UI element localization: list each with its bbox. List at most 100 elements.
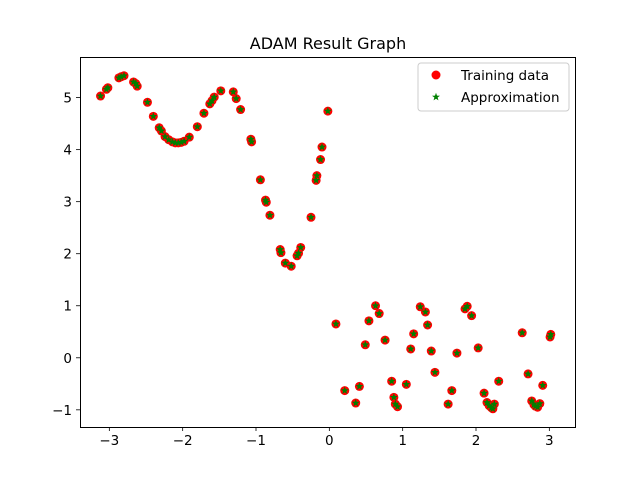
approximation-point — [256, 175, 265, 184]
approximation-point — [351, 398, 360, 407]
y-tick-label: −1 — [52, 403, 72, 419]
x-tick-label: −1 — [246, 433, 266, 449]
legend: Training data Approximation — [417, 62, 570, 112]
approximation-point — [149, 112, 158, 120]
approximation-point — [246, 135, 255, 143]
y-axis: −1 0 1 2 3 4 5 — [52, 91, 80, 419]
approximation-point — [524, 369, 533, 378]
approximation-point — [265, 211, 274, 219]
y-tick-label: 2 — [63, 247, 72, 263]
approximation-point — [161, 132, 170, 141]
approximation-point — [430, 368, 439, 376]
approximation-point — [180, 137, 189, 145]
approximation-point — [423, 320, 432, 329]
approximation-point — [129, 77, 138, 86]
plot-marks — [96, 71, 556, 414]
legend-training-marker — [431, 70, 441, 80]
approximation-point — [276, 245, 285, 253]
approximation-point — [531, 401, 540, 410]
legend-frame — [417, 62, 570, 112]
x-tick-label: −3 — [99, 433, 119, 449]
approximation-point — [421, 307, 430, 316]
approximation-point — [312, 171, 321, 180]
approximation-point — [232, 94, 241, 103]
plot-area-frame — [80, 57, 576, 428]
x-tick-label: −2 — [173, 433, 193, 449]
y-tick-label: 1 — [63, 299, 72, 315]
approximation-point — [381, 335, 390, 344]
approximation-point — [168, 137, 177, 146]
approximation-point — [316, 155, 325, 163]
approximation-point — [120, 71, 128, 80]
approximation-point — [485, 401, 494, 410]
approximation-point — [518, 328, 527, 337]
x-tick-label: 3 — [545, 433, 554, 449]
approximation-point — [364, 316, 373, 325]
approximation-point — [287, 262, 296, 270]
approximation-point — [546, 330, 555, 338]
approximation-point — [164, 135, 173, 144]
approximation-point — [323, 106, 332, 115]
legend-training-label: Training data — [460, 68, 549, 84]
approximation-point — [177, 138, 186, 146]
approximation-point — [463, 302, 472, 310]
approximation-point — [487, 403, 496, 412]
approximation-point — [391, 399, 400, 408]
approximation-point — [216, 86, 225, 95]
approximation-point — [171, 138, 180, 147]
approximation-point — [296, 243, 305, 251]
approximation-point — [114, 73, 123, 82]
approximation-point — [262, 197, 271, 206]
approximation-point — [447, 386, 456, 394]
approximation-point — [389, 393, 398, 401]
approximation-point — [361, 340, 370, 349]
approximation-point — [393, 402, 402, 411]
approximation-point — [208, 96, 216, 105]
approximation-point — [452, 348, 461, 357]
approximation-point — [355, 382, 364, 390]
approximation-point — [483, 398, 491, 406]
approximation-point — [402, 380, 411, 388]
approximation-point — [494, 377, 503, 385]
approximation-point — [193, 122, 202, 131]
x-axis: −3 −2 −1 0 1 2 3 — [99, 427, 554, 449]
approximation-point — [427, 346, 436, 355]
y-tick-label: 3 — [63, 195, 72, 211]
approximation-point — [331, 319, 340, 328]
approximation-point — [276, 248, 285, 257]
approximation-point — [157, 126, 166, 135]
approximation-point — [529, 400, 538, 409]
approximation-point — [371, 301, 380, 310]
x-tick-label: 2 — [472, 433, 481, 449]
approximation-point — [155, 123, 164, 132]
approximation-point — [444, 399, 453, 408]
approximation-point — [535, 399, 544, 407]
approximation-point — [461, 304, 469, 313]
approximation-point — [467, 311, 476, 320]
approximation-point — [133, 81, 142, 90]
approximation-point — [281, 258, 290, 267]
approximation-point — [294, 248, 303, 257]
y-tick-label: 5 — [63, 91, 72, 107]
approximation-point — [533, 403, 542, 411]
approximation-point — [210, 92, 219, 101]
approximation-point — [131, 79, 140, 87]
approximation-point — [480, 388, 489, 397]
approximation-point — [307, 213, 315, 221]
y-tick-label: 0 — [63, 351, 72, 367]
approximation-point — [229, 87, 238, 96]
approximation-point — [340, 386, 349, 394]
approximation-point — [174, 138, 183, 147]
x-tick-label: 0 — [325, 433, 334, 449]
approximation-point — [236, 105, 245, 113]
approximation-point — [406, 344, 415, 353]
chart-title: ADAM Result Graph — [250, 34, 406, 53]
approximation-point — [488, 404, 497, 413]
approximation-point — [375, 309, 384, 317]
approximation-point — [409, 329, 418, 338]
approximation-point — [185, 132, 194, 141]
approximation-point — [312, 176, 321, 184]
approximation-point — [538, 381, 547, 389]
approximation-point — [199, 109, 208, 117]
